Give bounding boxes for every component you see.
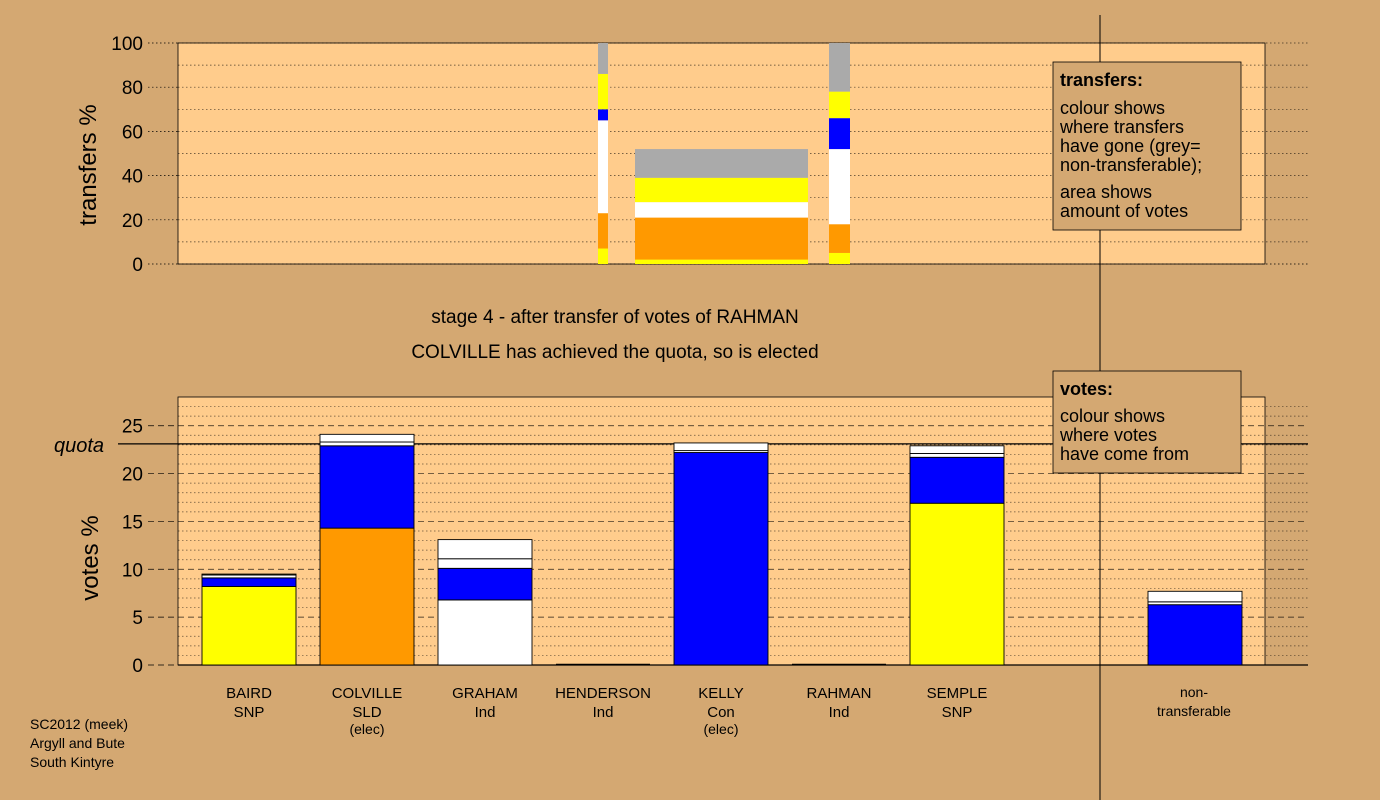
y-tick-label: 20: [122, 211, 143, 232]
vote-segment: [909, 502, 1005, 666]
bar-baird: [201, 573, 297, 666]
transfer-segment: [598, 213, 608, 249]
transfer-segment: [635, 177, 808, 203]
footer-council: Argyll and Bute: [30, 735, 125, 751]
candidate-name: HENDERSON: [555, 685, 651, 702]
transfers-legend: transfers: colour shows where transfers …: [1052, 61, 1242, 231]
y-tick-label: 100: [111, 34, 143, 55]
nontransferable-label: transferable: [1157, 703, 1231, 719]
footer-method: SC2012 (meek): [30, 716, 128, 732]
vote-segment: [201, 586, 297, 666]
transfer-segment: [598, 248, 608, 264]
transfer-segment: [829, 149, 850, 225]
transfer-segment: [829, 43, 850, 92]
vote-segment: [1147, 590, 1243, 603]
stage-title: stage 4 - after transfer of votes of RAH…: [431, 307, 798, 328]
stage-subtitle: COLVILLE has achieved the quota, so is e…: [411, 342, 818, 363]
transfers-legend-box: [1052, 61, 1242, 231]
y-tick-label: 40: [122, 167, 143, 188]
vote-segment: [437, 539, 533, 560]
transfers-legend-line: have gone (grey=: [1060, 136, 1201, 156]
bar-semple: [909, 445, 1005, 666]
candidate-name: RAHMAN: [806, 685, 871, 702]
candidate-name: KELLY: [698, 685, 744, 702]
candidate-party: SNP: [942, 704, 973, 721]
vote-segment: [319, 433, 415, 443]
candidate-name: COLVILLE: [332, 685, 403, 702]
transfer-segment: [598, 43, 608, 74]
bar-nontransferable: [1147, 590, 1243, 666]
vote-segment: [437, 558, 533, 569]
y-tick-label: 0: [132, 656, 143, 677]
vote-segment: [909, 445, 1005, 454]
votes-axis-label: votes %: [77, 515, 104, 600]
candidate-status: (elec): [349, 721, 384, 737]
transfers-legend-line: area shows: [1060, 182, 1152, 202]
quota-label: quota: [54, 435, 104, 457]
transfer-segment: [635, 149, 808, 178]
transfers-legend-line: amount of votes: [1060, 201, 1188, 221]
bar-kelly: [673, 442, 769, 666]
votes-legend-line: have come from: [1060, 444, 1189, 464]
votes-legend: votes: colour shows where votes have com…: [1052, 370, 1242, 474]
candidate-party: SLD: [352, 704, 381, 721]
votes-legend-line: where votes: [1059, 425, 1157, 445]
footer-ward: South Kintyre: [30, 754, 114, 770]
vote-segment: [319, 445, 415, 529]
transfers-axis-label: transfers %: [75, 104, 102, 225]
candidate-party: Ind: [829, 704, 850, 721]
transfer-block-rahman: [635, 149, 808, 264]
y-tick-label: 80: [122, 78, 143, 99]
candidate-name: GRAHAM: [452, 685, 518, 702]
votes-legend-box: [1052, 370, 1242, 474]
transfers-legend-title: transfers:: [1060, 70, 1143, 90]
transfer-segment: [829, 118, 850, 150]
vote-segment: [437, 599, 533, 666]
transfers-legend-line: colour shows: [1060, 98, 1165, 118]
votes-legend-title: votes:: [1060, 379, 1113, 399]
candidate-party: Ind: [593, 704, 614, 721]
vote-segment: [201, 573, 297, 576]
transfers-legend-line: where transfers: [1059, 117, 1184, 137]
vote-segment: [319, 527, 415, 666]
transfer-strip-2: [829, 43, 850, 264]
transfer-segment: [598, 120, 608, 214]
vote-segment: [201, 577, 297, 587]
y-tick-label: 15: [122, 512, 143, 533]
transfers-legend-line: non-transferable);: [1060, 155, 1202, 175]
vote-segment: [437, 567, 533, 601]
transfer-segment: [598, 73, 608, 110]
vote-segment: [673, 442, 769, 452]
vote-segment: [909, 456, 1005, 504]
vote-segment: [673, 452, 769, 666]
y-tick-label: 20: [122, 465, 143, 486]
candidate-party: Ind: [475, 704, 496, 721]
transfer-segment: [635, 202, 808, 218]
y-tick-label: 5: [132, 608, 143, 629]
transfer-segment: [635, 217, 808, 260]
transfer-segment: [829, 224, 850, 253]
y-tick-label: 10: [122, 560, 143, 581]
transfer-segment: [829, 252, 850, 264]
vote-segment: [909, 453, 1005, 458]
bar-graham: [437, 539, 533, 666]
candidate-party: SNP: [234, 704, 265, 721]
candidate-name: BAIRD: [226, 685, 272, 702]
nontransferable-label: non-: [1180, 684, 1208, 700]
y-tick-label: 60: [122, 122, 143, 143]
transfer-segment: [635, 259, 808, 264]
bar-colville: [319, 433, 415, 666]
candidate-party: Con: [707, 704, 735, 721]
candidate-status: (elec): [703, 721, 738, 737]
candidate-name: SEMPLE: [927, 685, 988, 702]
vote-segment: [319, 441, 415, 447]
transfer-segment: [598, 109, 608, 121]
y-tick-label: 25: [122, 417, 143, 438]
vote-segment: [1147, 604, 1243, 666]
transfer-segment: [829, 91, 850, 119]
votes-legend-line: colour shows: [1060, 406, 1165, 426]
transfer-strip-1: [598, 43, 608, 264]
y-tick-label: 0: [132, 255, 143, 276]
